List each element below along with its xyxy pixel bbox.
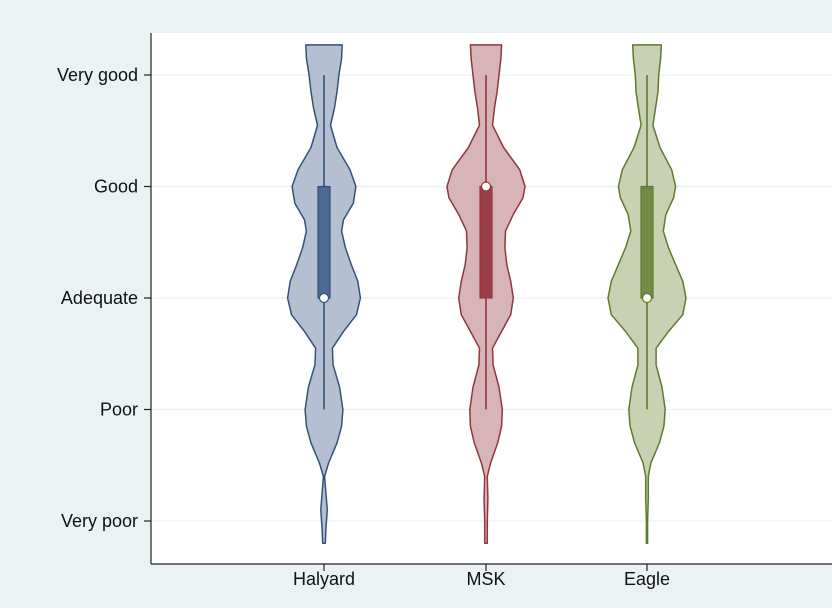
violins [286, 44, 687, 545]
violin-group-halyard [286, 44, 362, 545]
y-tick-label-adequate: Adequate [61, 288, 138, 308]
y-tick-label-very-poor: Very poor [61, 511, 138, 531]
violin-group-msk [446, 44, 526, 545]
x-tick-label-msk: MSK [466, 569, 505, 589]
x-axis-ticks: Halyard MSK Eagle [293, 564, 670, 589]
median-marker-msk [480, 181, 492, 192]
iqr-box-msk [479, 185, 493, 299]
iqr-box-halyard [317, 185, 331, 299]
y-axis-ticks: Very poor Poor Adequate Good Very good [57, 65, 151, 531]
x-tick-label-eagle: Eagle [624, 569, 670, 589]
y-tick-label-very-good: Very good [57, 65, 138, 85]
median-marker-halyard [318, 292, 330, 304]
y-tick-label-poor: Poor [100, 400, 138, 420]
median-marker-eagle [641, 292, 653, 304]
iqr-box-eagle [640, 185, 654, 299]
violin-group-eagle [607, 44, 687, 545]
x-tick-label-halyard: Halyard [293, 569, 355, 589]
y-tick-label-good: Good [94, 177, 138, 197]
